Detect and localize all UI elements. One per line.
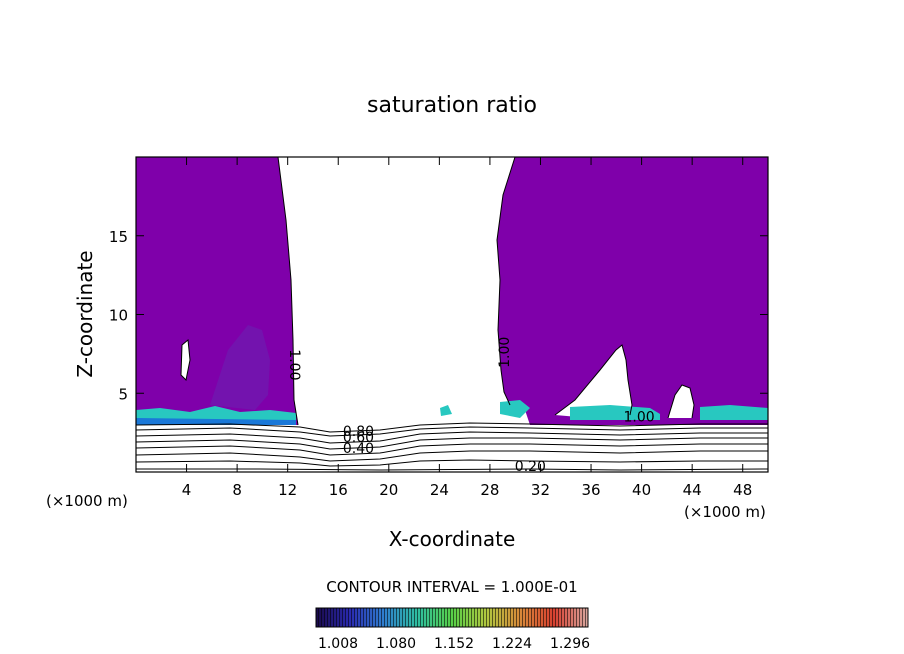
contour-label: 1.00 <box>623 410 654 426</box>
y-axis-label: Z-coordinate <box>73 250 97 377</box>
plot-area: 1.00 1.00 1.00 0.800.600.40 0.20 <box>135 156 769 475</box>
x-tick-label: 8 <box>232 481 242 499</box>
x-tick-label: 12 <box>278 481 297 499</box>
colorbar-tick-label: 1.152 <box>434 636 474 652</box>
colorbar-tick-label: 1.224 <box>492 636 532 652</box>
x-axis-label: X-coordinate <box>389 527 516 551</box>
x-unit-left: (×1000 m) <box>46 492 128 510</box>
contour-lines <box>135 156 769 471</box>
contour-label: 1.00 <box>286 349 302 380</box>
x-tick-label: 32 <box>531 481 550 499</box>
x-tick-label: 36 <box>581 481 600 499</box>
x-tick-label: 4 <box>182 481 192 499</box>
contour-label: 0.20 <box>515 459 546 475</box>
chart-title: saturation ratio <box>367 93 537 118</box>
x-tick-label: 16 <box>329 481 348 499</box>
contour-label: 0.60 <box>343 430 374 446</box>
x-tick-label: 48 <box>733 481 752 499</box>
colorbar-tick-label: 1.080 <box>376 636 416 652</box>
x-tick-label: 40 <box>632 481 651 499</box>
contour-interval-text: CONTOUR INTERVAL = 1.000E-01 <box>326 578 577 596</box>
contour-label: 0.80 <box>343 424 374 440</box>
x-tick-label: 28 <box>480 481 499 499</box>
colorbar <box>315 607 589 628</box>
x-unit-right: (×1000 m) <box>684 503 766 521</box>
saturated-region-right <box>497 157 768 425</box>
x-tick-label: 44 <box>683 481 702 499</box>
contour-label: 1.00 <box>497 337 513 368</box>
y-tick-label: 5 <box>118 385 128 403</box>
colorbar-tick-label: 1.008 <box>318 636 358 652</box>
colorbar-tick-label: 1.296 <box>550 636 590 652</box>
x-tick-label: 20 <box>379 481 398 499</box>
x-tick-label: 24 <box>430 481 449 499</box>
y-tick-label: 15 <box>109 228 128 246</box>
y-tick-label: 10 <box>109 307 128 325</box>
contour-label: 0.40 <box>343 441 374 457</box>
